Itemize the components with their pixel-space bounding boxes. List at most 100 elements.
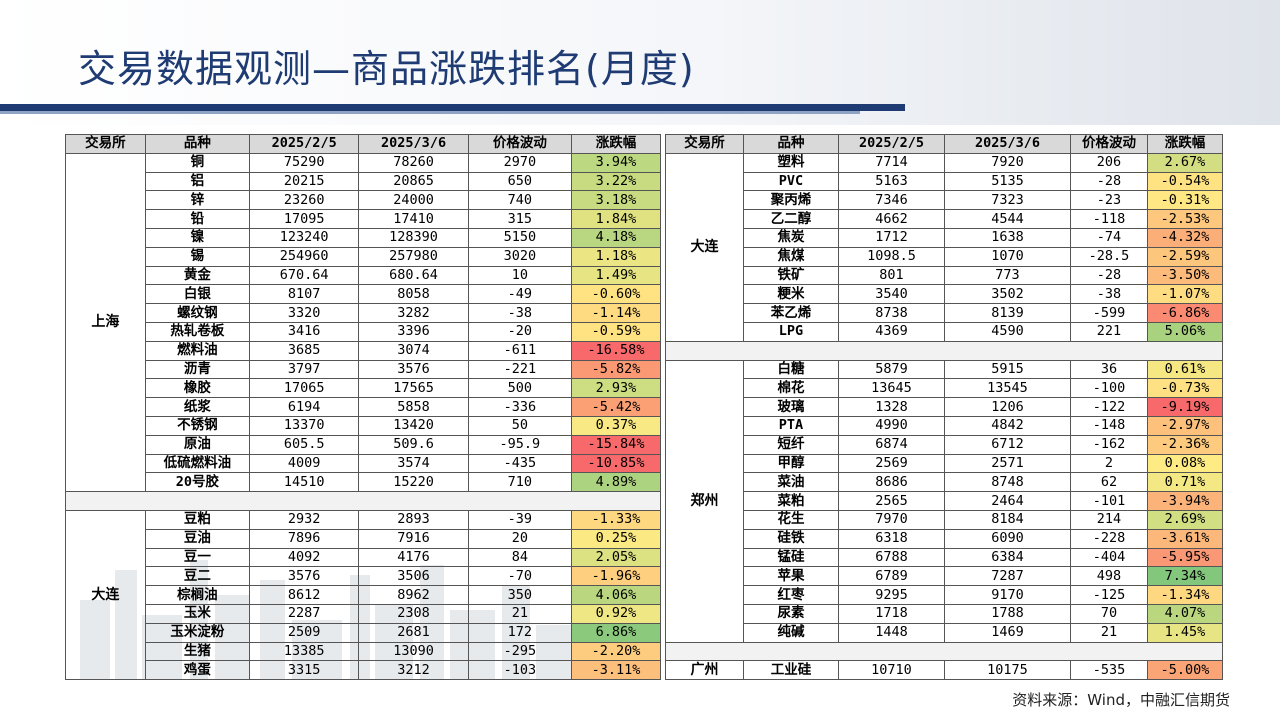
price-start: 8738 (838, 303, 945, 323)
price-change: 206 (1070, 152, 1148, 173)
price-change: 315 (467, 209, 573, 229)
commodity-name: LPG (743, 321, 839, 342)
price-end: 3574 (358, 453, 469, 474)
commodity-name: 铝 (144, 171, 251, 192)
table-row: 焦煤 1098.5 1070 -28.5 -2.59% (666, 246, 1223, 267)
change-percent: -3.94% (1147, 491, 1223, 511)
exchange-cell: 郑州 (665, 359, 744, 643)
price-change: 20 (467, 528, 573, 549)
column-header: 价格波动 (467, 134, 573, 154)
change-percent: -5.00% (1147, 660, 1223, 681)
table-row: 镍 123240 128390 5150 4.18% (66, 227, 661, 248)
change-percent: -1.14% (571, 303, 661, 323)
table-row: 螺纹钢 3320 3282 -38 -1.14% (66, 303, 661, 323)
table-row: 橡胶 17065 17565 500 2.93% (66, 378, 661, 399)
price-end: 3506 (358, 566, 469, 587)
price-start: 6789 (838, 566, 945, 587)
price-start: 5163 (838, 171, 945, 192)
column-header: 2025/2/5 (838, 134, 945, 154)
price-change: -295 (467, 641, 573, 662)
price-change: 62 (1070, 472, 1148, 493)
commodity-name: 生猪 (144, 641, 251, 662)
price-change: 50 (467, 415, 573, 436)
commodity-name: 铅 (144, 209, 251, 229)
price-end: 7920 (944, 152, 1071, 173)
price-end: 1206 (944, 397, 1071, 417)
price-start: 7970 (838, 509, 945, 530)
price-end: 2571 (944, 453, 1071, 474)
commodity-name: PTA (743, 415, 839, 436)
commodity-name: 螺纹钢 (144, 303, 251, 323)
price-start: 75290 (248, 152, 360, 173)
price-change: -122 (1070, 397, 1148, 417)
table-row: LPG 4369 4590 221 5.06% (666, 321, 1223, 342)
commodity-name: 黄金 (144, 265, 251, 286)
price-start: 4369 (838, 321, 945, 342)
change-percent: -2.97% (1147, 415, 1223, 436)
price-end: 1070 (944, 246, 1071, 267)
commodity-name: 铜 (144, 152, 251, 173)
commodity-name: 玉米 (144, 603, 251, 624)
price-end: 8058 (358, 284, 469, 305)
column-header: 2025/2/5 (248, 134, 360, 154)
price-end: 1788 (944, 603, 1071, 624)
table-row: 低硫燃料油 4009 3574 -435 -10.85% (66, 453, 661, 474)
commodity-name: 棕榈油 (144, 585, 251, 605)
change-percent: 3.22% (571, 171, 661, 192)
table-row: 20号胶 14510 15220 710 4.89% (66, 472, 661, 493)
left-ranking-table: 交易所 品种 2025/2/5 2025/3/6 价格波动 涨跌幅 上海铜 75290 7826… (65, 134, 661, 681)
table-row: 鸡蛋 3315 3212 -103 -3.11% (66, 660, 661, 681)
commodity-name: 玻璃 (743, 397, 839, 417)
price-start: 3416 (248, 321, 360, 342)
table-row: 硅铁 6318 6090 -228 -3.61% (666, 528, 1223, 549)
change-percent: 0.61% (1147, 359, 1223, 380)
commodity-name: 塑料 (743, 152, 839, 173)
group-separator (665, 641, 1223, 662)
price-end: 5135 (944, 171, 1071, 192)
price-start: 6318 (838, 528, 945, 549)
price-end: 20865 (358, 171, 469, 192)
commodity-name: 聚丙烯 (743, 190, 839, 211)
price-change: 498 (1070, 566, 1148, 587)
table-row: 焦炭 1712 1638 -74 -4.32% (666, 227, 1223, 248)
table-row: 白银 8107 8058 -49 -0.60% (66, 284, 661, 305)
change-percent: -6.86% (1147, 303, 1223, 323)
change-percent: 0.92% (571, 603, 661, 624)
price-start: 123240 (248, 227, 360, 248)
change-percent: -0.60% (571, 284, 661, 305)
column-header: 2025/3/6 (358, 134, 469, 154)
change-percent: -2.36% (1147, 434, 1223, 455)
page-title: 交易数据观测—商品涨跌排名(月度) (78, 47, 695, 91)
header-row: 交易所 品种 2025/2/5 2025/3/6 价格波动 涨跌幅 (65, 134, 661, 154)
price-start: 6788 (838, 547, 945, 568)
commodity-name: 乙二醇 (743, 209, 839, 229)
commodity-name: 粳米 (743, 284, 839, 305)
column-header: 涨跌幅 (571, 134, 661, 154)
price-change: 2970 (467, 152, 573, 173)
table-row: 纸浆 6194 5858 -336 -5.42% (66, 397, 661, 417)
commodity-name: 沥青 (144, 359, 251, 380)
price-end: 1469 (944, 622, 1071, 643)
price-start: 3320 (248, 303, 360, 323)
header-stripe (0, 104, 905, 111)
group-separator (65, 491, 661, 511)
price-change: -336 (467, 397, 573, 417)
commodity-name: 低硫燃料油 (144, 453, 251, 474)
source-note: 资料来源：Wind，中融汇信期货 (1012, 691, 1230, 709)
price-start: 14510 (248, 472, 360, 493)
price-end: 3502 (944, 284, 1071, 305)
change-percent: -1.34% (1147, 585, 1223, 605)
table-row: 玉米淀粉 2509 2681 172 6.86% (66, 622, 661, 643)
price-end: 8184 (944, 509, 1071, 530)
price-change: 710 (467, 472, 573, 493)
price-change: -118 (1070, 209, 1148, 229)
commodity-name: 甲醇 (743, 453, 839, 474)
price-end: 6384 (944, 547, 1071, 568)
price-end: 13420 (358, 415, 469, 436)
table-row: 尿素 1718 1788 70 4.07% (666, 603, 1223, 624)
table-row: 棕榈油 8612 8962 350 4.06% (66, 585, 661, 605)
commodity-name: 橡胶 (144, 378, 251, 399)
commodity-name: 工业硅 (743, 660, 839, 681)
change-percent: 3.18% (571, 190, 661, 211)
price-end: 2464 (944, 491, 1071, 511)
